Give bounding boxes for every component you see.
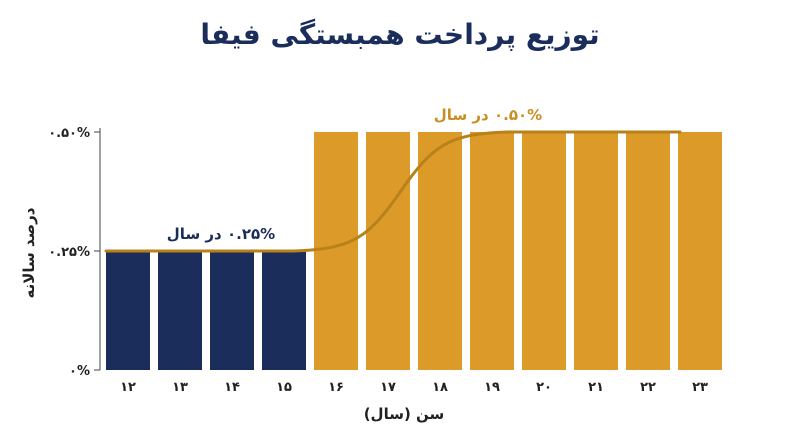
y-tick-label: ۰% [69, 364, 90, 379]
x-tick-label: ۲۰ [536, 380, 552, 395]
bars-group [106, 132, 722, 370]
annotation-low: ۰.۲۵% در سال [167, 225, 275, 243]
y-ticks-group: ۰% ۰.۲۵% ۰.۵۰% [48, 126, 100, 379]
y-tick-label: ۰.۵۰% [48, 126, 90, 141]
x-tick-label: ۲۲ [640, 380, 656, 395]
bar-12 [678, 132, 722, 370]
x-tick-label: ۱۸ [432, 380, 448, 395]
y-tick-label: ۰.۲۵% [48, 245, 90, 260]
bar-9 [522, 132, 566, 370]
bar-1 [106, 251, 150, 370]
x-tick-label: ۱۶ [328, 380, 344, 395]
x-tick-label: ۲۱ [588, 380, 604, 395]
bar-11 [626, 132, 670, 370]
bar-7 [418, 132, 462, 370]
x-tick-label: ۲۳ [692, 380, 708, 395]
bar-4 [262, 251, 306, 370]
x-tick-label: ۱۲ [120, 380, 136, 395]
bar-2 [158, 251, 202, 370]
x-tick-label: ۱۹ [484, 380, 500, 395]
x-tick-label: ۱۷ [380, 380, 396, 395]
bar-6 [366, 132, 410, 370]
bar-10 [574, 132, 618, 370]
bar-5 [314, 132, 358, 370]
chart-title: توزیع پرداخت همبستگی فیفا [200, 18, 600, 51]
x-axis-title: سن (سال) [364, 405, 445, 423]
x-tick-label: ۱۳ [172, 380, 188, 395]
trend-line [104, 130, 682, 253]
y-axis-title: درصد سالانه [20, 207, 38, 298]
annotation-high: ۰.۵۰% در سال [434, 106, 542, 124]
x-tick-label: ۱۵ [276, 380, 292, 395]
bar-8 [470, 132, 514, 370]
x-ticks-group: ۱۲ ۱۳ ۱۴ ۱۵ ۱۶ ۱۷ ۱۸ ۱۹ ۲۰ ۲۱ ۲۲ ۲۳ [120, 380, 708, 395]
x-tick-label: ۱۴ [224, 380, 240, 395]
bar-3 [210, 251, 254, 370]
